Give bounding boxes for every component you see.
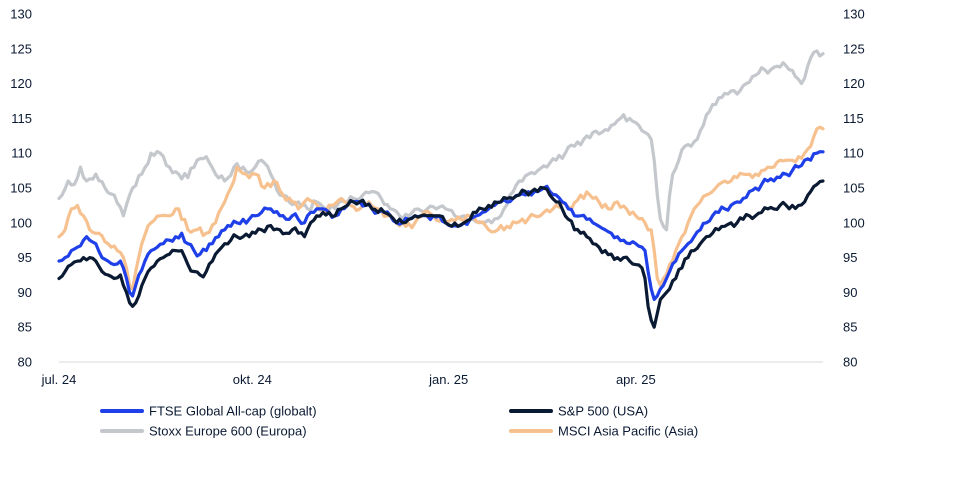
y-tick-label-left: 120	[10, 76, 32, 91]
y-tick-label-right: 125	[843, 41, 865, 56]
x-tick-label: apr. 25	[616, 372, 656, 387]
series-line-ftse-global-all-cap-globalt	[57, 150, 825, 301]
y-axis-right: 80 85 90 95 100 105 110 115 120 125 130	[843, 7, 865, 370]
legend-label: FTSE Global All-cap (globalt)	[149, 404, 317, 419]
y-tick-label-right: 110	[843, 146, 864, 161]
x-tick-label: okt. 24	[233, 372, 272, 387]
legend-item-ftse-global-all-cap-globalt: FTSE Global All-cap (globalt)	[100, 404, 317, 419]
y-tick-label-right: 90	[843, 285, 857, 300]
series-lines	[57, 49, 825, 329]
y-tick-label-left: 130	[10, 7, 32, 22]
legend-item-stoxx-europe-600-europa: Stoxx Europe 600 (Europa)	[100, 424, 307, 439]
y-tick-label-right: 130	[843, 7, 865, 22]
y-tick-label-left: 90	[18, 285, 32, 300]
y-tick-label-left: 100	[10, 215, 32, 230]
y-tick-label-left: 80	[18, 355, 32, 370]
y-tick-label-right: 115	[843, 111, 864, 126]
y-tick-label-left: 125	[10, 41, 32, 56]
legend: FTSE Global All-cap (globalt) S&P 500 (US…	[100, 404, 698, 439]
legend-label: S&P 500 (USA)	[558, 404, 648, 419]
x-tick-label: jan. 25	[428, 372, 468, 387]
y-tick-label-left: 110	[11, 146, 32, 161]
y-tick-label-right: 80	[843, 355, 857, 370]
x-tick-label: jul. 24	[41, 372, 77, 387]
legend-label: Stoxx Europe 600 (Europa)	[149, 424, 307, 439]
y-tick-label-right: 85	[843, 320, 857, 335]
y-tick-label-left: 115	[11, 111, 32, 126]
y-tick-label-left: 85	[18, 320, 32, 335]
y-tick-label-left: 95	[18, 250, 32, 265]
legend-item-msci-asia-pacific-asia: MSCI Asia Pacific (Asia)	[509, 424, 698, 439]
series-line-s-p-500-usa	[57, 179, 825, 329]
y-tick-label-right: 100	[843, 215, 865, 230]
y-axis-left: 80 85 90 95 100 105 110 115 120 125 130	[10, 7, 32, 370]
x-axis: jul. 24 okt. 24 jan. 25 apr. 25	[41, 372, 656, 387]
series-line-stoxx-europe-600-europa	[57, 49, 825, 232]
y-tick-label-right: 120	[843, 76, 865, 91]
y-tick-label-right: 105	[843, 181, 865, 196]
legend-item-s-p-500-usa: S&P 500 (USA)	[509, 404, 648, 419]
y-tick-label-right: 95	[843, 250, 857, 265]
legend-label: MSCI Asia Pacific (Asia)	[558, 424, 698, 439]
y-tick-label-left: 105	[10, 181, 32, 196]
